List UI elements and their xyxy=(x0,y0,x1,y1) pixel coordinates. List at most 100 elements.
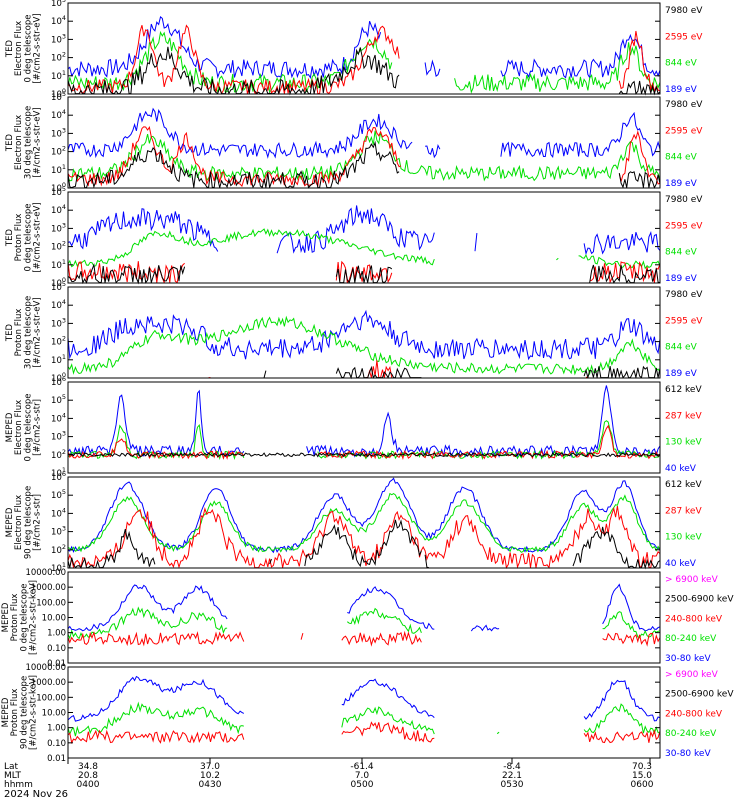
ytick-label: 103 xyxy=(51,32,66,45)
legend-label: 287 keV xyxy=(665,506,702,516)
ytick-label: 103 xyxy=(51,316,66,329)
ylabel-line: 0 deg telescope xyxy=(23,394,33,462)
footer-value: 0530 xyxy=(501,780,524,790)
series-line-1 xyxy=(67,309,661,361)
ytick-label: 105 xyxy=(51,488,66,501)
legend-label: 844 eV xyxy=(665,248,698,258)
series-line-1 xyxy=(67,477,661,554)
legend-label: 612 keV xyxy=(665,385,702,395)
ytick-label: 0.01 xyxy=(47,659,66,669)
series-line-1 xyxy=(67,107,661,159)
ylabel-line: Proton Flux xyxy=(14,309,24,357)
ytick-label: 101 xyxy=(51,353,66,366)
ylabel-line: [#/cm2-s-str-keV] xyxy=(29,675,39,750)
footer-value: 7.0 xyxy=(355,771,370,781)
series-line-3 xyxy=(67,506,661,570)
ytick-label: 103 xyxy=(51,126,66,139)
legend-label: 189 eV xyxy=(665,274,698,284)
series-line-4 xyxy=(67,46,661,96)
ytick-label: 104 xyxy=(51,298,66,311)
ylabel-line: MEPED xyxy=(1,697,11,727)
footer-value: 22.1 xyxy=(502,771,522,781)
series-line-2 xyxy=(67,30,661,94)
legend-label: 2595 eV xyxy=(665,126,703,136)
plot-frame xyxy=(67,286,661,379)
panel-7: 0.01 0.10 1.00 10.00 100.00 1000.00 10000.00 ME… xyxy=(1,568,734,669)
series-line-1 xyxy=(67,385,661,459)
footer-value: 0600 xyxy=(631,780,654,790)
footer-value: 70.3 xyxy=(632,762,652,772)
legend-label: 2500-6900 keV xyxy=(665,690,734,700)
ylabel-line: TED xyxy=(5,228,15,247)
series-line-2 xyxy=(67,606,661,640)
footer-row-label: Lat xyxy=(4,762,19,772)
ylabel-line: 0 deg telescope xyxy=(19,584,29,652)
ytick-label: 104 xyxy=(51,108,66,121)
legend-label: 7980 eV xyxy=(665,195,703,205)
legend-label: 130 keV xyxy=(665,438,702,448)
plot-frame xyxy=(67,191,661,284)
legend-label: > 6900 keV xyxy=(665,670,719,680)
ylabel-line: Electron Flux xyxy=(14,115,24,170)
ytick-label: 104 xyxy=(51,203,66,216)
ytick-label: 100.00 xyxy=(36,598,66,608)
ylabel-line: [#/cm2-s-str-eV] xyxy=(33,202,43,272)
legend-label: 287 keV xyxy=(665,411,702,421)
ylabel-line: MEPED xyxy=(5,507,15,537)
ylabel-line: Electron Flux xyxy=(14,400,24,455)
ylabel-line: [#/cm2-s-str-eV] xyxy=(33,13,43,83)
series-line-2 xyxy=(67,228,661,270)
footer-row-label: hhmm xyxy=(4,780,33,790)
plot-frame xyxy=(67,476,661,569)
ylabel-line: Proton Flux xyxy=(10,689,20,737)
legend-label: 2595 eV xyxy=(665,221,703,231)
ytick-label: 102 xyxy=(51,240,66,253)
ytick-label: 105 xyxy=(51,393,66,406)
series-line-2 xyxy=(67,315,661,376)
series-line-1 xyxy=(67,16,661,80)
ytick-label: 100.00 xyxy=(36,693,66,703)
series-line-1 xyxy=(67,675,661,722)
ylabel-line: Proton Flux xyxy=(14,214,24,262)
series-line-4 xyxy=(67,519,661,570)
ylabel-line: Electron Flux xyxy=(14,21,24,76)
ylabel-line: [#/cm2-s-str] xyxy=(33,399,43,456)
ytick-label: 101 xyxy=(51,258,66,271)
ylabel-line: 30 deg telescope xyxy=(23,106,33,179)
ytick-label: 104 xyxy=(51,506,66,519)
footer-value: 0400 xyxy=(77,780,100,790)
legend-label: 612 keV xyxy=(665,480,702,490)
legend-label: 189 eV xyxy=(665,85,698,95)
legend-label: 189 eV xyxy=(665,369,698,379)
footer-value: 0500 xyxy=(351,780,374,790)
ytick-label: 102 xyxy=(51,543,66,556)
ylabel-line: Proton Flux xyxy=(10,594,20,642)
footer-value: 34.8 xyxy=(78,762,98,772)
series-line-3 xyxy=(67,126,661,188)
date-label: 2024 Nov 26 xyxy=(4,789,68,800)
ytick-label: 0.01 xyxy=(47,754,66,764)
footer-value: 0430 xyxy=(199,780,222,790)
legend-label: 189 eV xyxy=(665,179,698,189)
footer-value: -61.4 xyxy=(350,762,374,772)
footer-axis: Lat 34.8 37.0 -61.4 -8.4 70.3 MLT 20.8 10.2 7.0 22… xyxy=(4,758,654,790)
ylabel-line: TED xyxy=(5,39,15,58)
footer-value: 10.2 xyxy=(200,771,220,781)
ytick-label: 104 xyxy=(51,411,66,424)
series-line-1 xyxy=(67,205,661,256)
legend-label: > 6900 keV xyxy=(665,575,719,585)
ylabel-line: 30 deg telescope xyxy=(23,296,33,369)
ytick-label: 104 xyxy=(51,14,66,27)
legend-label: 30-80 keV xyxy=(665,654,711,664)
ytick-label: 101 xyxy=(51,163,66,176)
footer-row-label: MLT xyxy=(4,771,22,781)
legend-label: 7980 eV xyxy=(665,6,703,16)
legend-label: 40 keV xyxy=(665,559,697,569)
legend-label: 130 keV xyxy=(665,533,702,543)
